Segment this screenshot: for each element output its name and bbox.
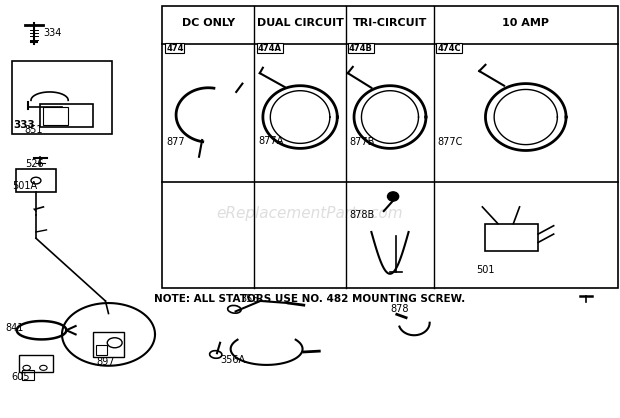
Text: 474C: 474C — [437, 43, 461, 53]
Text: DC ONLY: DC ONLY — [182, 18, 235, 28]
Bar — [40, 104, 93, 127]
Text: 474B: 474B — [349, 43, 373, 53]
Text: 878: 878 — [391, 304, 409, 314]
Text: 851: 851 — [25, 125, 43, 135]
Ellipse shape — [388, 192, 399, 201]
Bar — [16, 169, 56, 192]
Text: 333: 333 — [14, 120, 35, 130]
Bar — [96, 345, 107, 355]
Text: 877: 877 — [166, 137, 185, 147]
Text: 877A: 877A — [258, 136, 283, 146]
Text: DUAL CIRCUIT: DUAL CIRCUIT — [257, 18, 343, 28]
Text: 841: 841 — [5, 323, 24, 333]
Text: NOTE: ALL STATORS USE NO. 482 MOUNTING SCREW.: NOTE: ALL STATORS USE NO. 482 MOUNTING S… — [154, 294, 466, 304]
Text: 877C: 877C — [437, 137, 463, 147]
Bar — [162, 6, 618, 288]
Text: 356: 356 — [241, 294, 259, 304]
Bar — [12, 61, 112, 134]
Text: 877B: 877B — [349, 137, 374, 147]
Text: 501: 501 — [476, 265, 495, 275]
Bar — [22, 370, 34, 380]
Bar — [93, 332, 124, 357]
Text: 605: 605 — [11, 372, 30, 382]
Text: 10 AMP: 10 AMP — [502, 18, 549, 28]
Text: 474A: 474A — [258, 43, 282, 53]
Text: 526: 526 — [25, 159, 43, 169]
Bar — [19, 355, 53, 372]
Text: 356A: 356A — [220, 355, 246, 365]
Text: 897: 897 — [96, 357, 115, 367]
Bar — [43, 107, 68, 125]
Text: 501A: 501A — [12, 181, 38, 191]
Bar — [485, 224, 538, 251]
Text: eReplacementParts.com: eReplacementParts.com — [216, 206, 404, 221]
Text: 474: 474 — [166, 43, 184, 53]
Text: 878B: 878B — [349, 210, 374, 220]
Text: TRI-CIRCUIT: TRI-CIRCUIT — [353, 18, 427, 28]
Text: 334: 334 — [43, 28, 62, 38]
